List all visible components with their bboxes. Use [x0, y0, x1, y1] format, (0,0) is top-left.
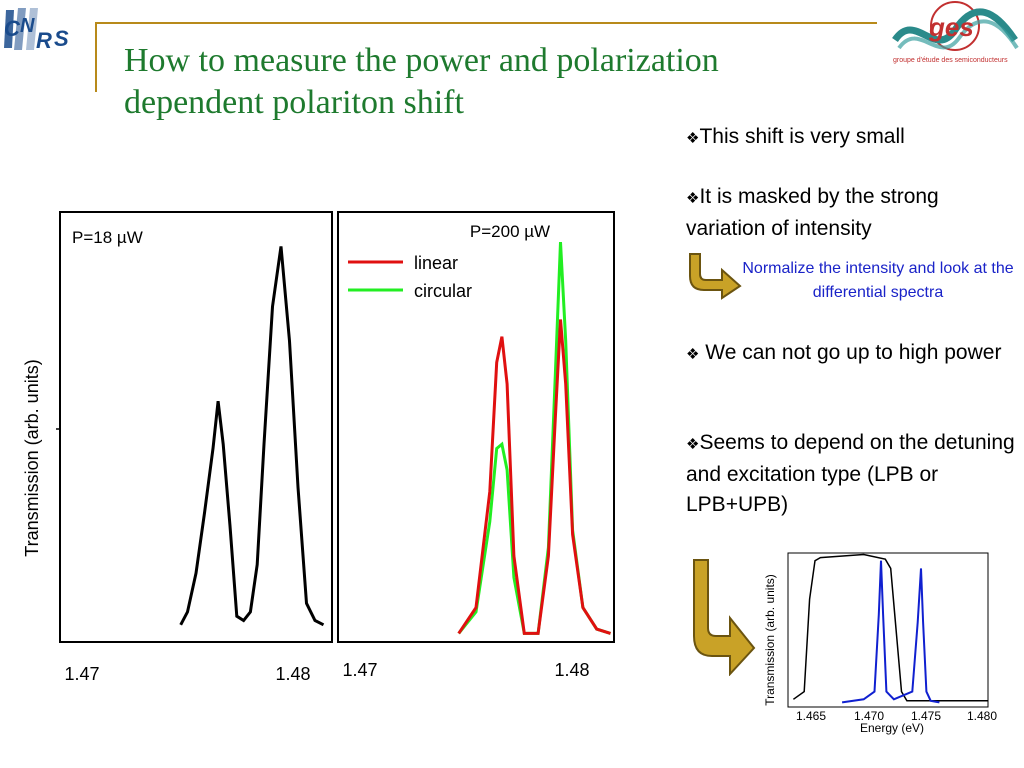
svg-text:C: C: [4, 16, 21, 41]
bullet-1: ❖This shift is very small: [686, 122, 1016, 154]
cnrs-logo: C N R S: [4, 8, 69, 53]
bullet-text: We can not go up to high power: [699, 341, 1002, 364]
svg-text:N: N: [20, 15, 35, 37]
panel-annotation: P=200 µW: [470, 222, 550, 241]
panel-frame: [59, 211, 333, 643]
svg-text:groupe d'étude des semiconduct: groupe d'étude des semiconducteurs: [893, 57, 1008, 64]
panel-18uW: P=18 µW 1.47 1.48: [56, 211, 333, 684]
series-line-circular: [457, 242, 611, 635]
slide-title: How to measure the power and polarizatio…: [124, 40, 844, 124]
bullet-text: This shift is very small: [699, 125, 905, 148]
series-line-linear: [457, 319, 611, 635]
inset-x-tick: 1.480: [967, 709, 997, 723]
bullet-2: ❖It is masked by the strong variation of…: [686, 182, 1016, 244]
inset-x-tick: 1.465: [796, 709, 826, 723]
x-tick-label: 1.48: [275, 664, 310, 684]
bullet-mark: ❖: [686, 190, 700, 207]
panel-frame: [337, 211, 615, 643]
bullet-text: It is masked by the strong variation of …: [686, 185, 939, 240]
ges-logo: ges groupe d'étude des semiconducteurs: [892, 1, 1019, 64]
svg-text:S: S: [54, 26, 69, 51]
header-frame-horizontal: [97, 22, 877, 24]
bullet-mark: ❖: [686, 130, 700, 147]
panel-annotation: P=18 µW: [72, 228, 143, 247]
x-tick-label: 1.47: [64, 664, 99, 684]
inset-x-tick: 1.470: [854, 709, 884, 723]
bullet-4: ❖Seems to depend on the detuning and exc…: [686, 428, 1016, 520]
bent-arrow-icon: [693, 559, 756, 676]
inset-series-blue: [841, 560, 940, 704]
panel-200uW: P=200 µW linear circular 1.47 1.48: [337, 211, 615, 680]
inset-y-axis-label: Transmission (arb. units): [763, 574, 777, 706]
legend-label-linear: linear: [414, 253, 458, 273]
inset-series-black: [792, 553, 988, 702]
legend-label-circular: circular: [414, 281, 472, 301]
inset-frame: [787, 552, 989, 708]
inset-x-axis-label: Energy (eV): [860, 721, 924, 735]
y-axis-label: Transmission (arb. units): [22, 359, 42, 556]
x-tick-label: 1.48: [554, 660, 589, 680]
normalize-note: Normalize the intensity and look at the …: [742, 260, 1014, 301]
bent-arrow-icon: [689, 253, 742, 300]
header-frame-vertical: [95, 22, 97, 92]
svg-text:R: R: [36, 28, 52, 53]
bullet-mark: ❖: [686, 346, 700, 363]
series-line: [179, 246, 325, 627]
bullet-3: ❖ We can not go up to high power: [686, 338, 1016, 370]
inset-chart: Transmission (arb. units) 1.465 1.470 1.…: [763, 552, 997, 735]
x-tick-label: 1.47: [342, 660, 377, 680]
title-line-2: dependent polariton shift: [124, 84, 464, 121]
main-chart: Transmission (arb. units) P=18 µW 1.47 1…: [22, 211, 615, 684]
title-line-1: How to measure the power and polarizatio…: [124, 42, 719, 79]
bullet-mark: ❖: [686, 436, 700, 453]
bullet-text: Seems to depend on the detuning and exci…: [686, 431, 1015, 516]
svg-text:ges: ges: [928, 12, 974, 42]
inset-x-tick: 1.475: [911, 709, 941, 723]
